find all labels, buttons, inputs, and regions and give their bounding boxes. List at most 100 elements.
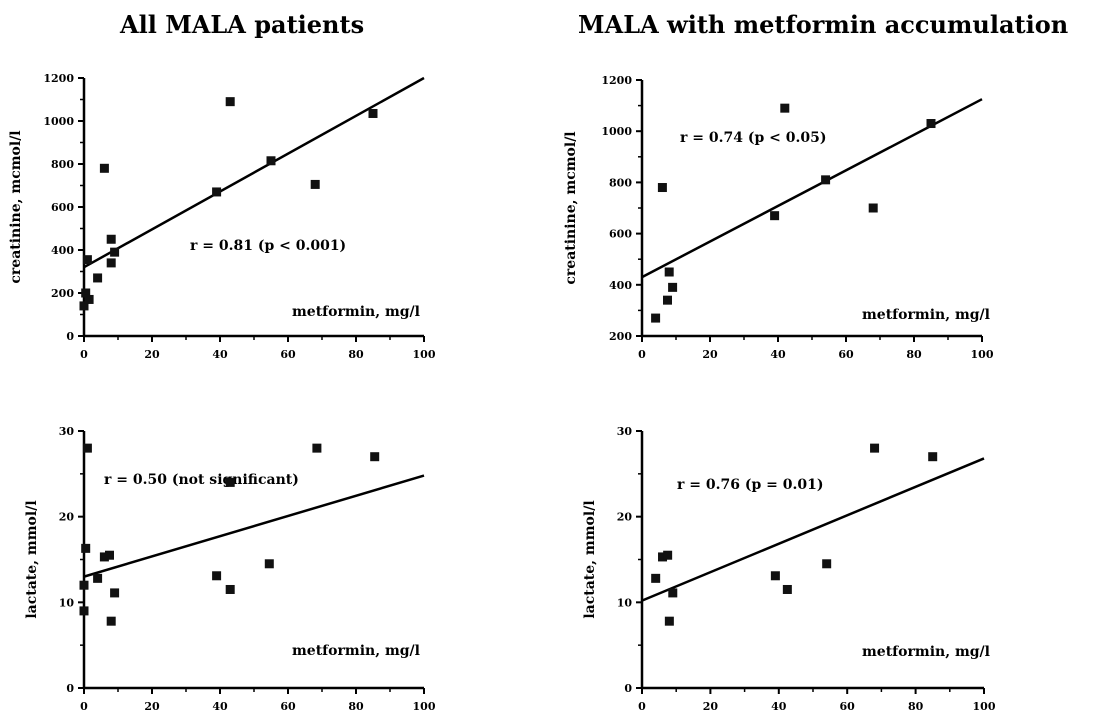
heading-all-mala-patients: All MALA patients (120, 10, 365, 39)
x-tick-label: 20 (703, 700, 719, 713)
data-point (106, 616, 116, 626)
data-point (780, 103, 790, 113)
correlation-annotation: r = 0.81 (p < 0.001) (190, 238, 346, 254)
y-axis-label: creatinine, mcmol/l (563, 131, 579, 284)
data-point (225, 97, 235, 107)
y-tick-label: 1000 (601, 125, 632, 138)
data-point (926, 119, 936, 129)
y-tick-label: 30 (59, 425, 75, 438)
data-point (651, 313, 661, 323)
regression-line (641, 457, 985, 602)
y-tick-label: 400 (51, 244, 74, 257)
x-tick-label: 40 (771, 700, 787, 713)
x-tick-label: 40 (212, 700, 228, 713)
x-tick-label: 0 (638, 700, 646, 713)
data-point (651, 573, 661, 583)
x-tick-label: 0 (80, 348, 88, 361)
data-point (770, 211, 780, 221)
x-tick-label: 0 (80, 700, 88, 713)
y-tick-label: 30 (617, 425, 633, 438)
data-point (225, 477, 235, 487)
y-tick-label: 200 (51, 287, 74, 300)
y-tick-label: 800 (609, 176, 632, 189)
y-tick-label: 600 (609, 228, 632, 241)
data-point (81, 543, 91, 553)
y-tick-label: 1000 (43, 115, 74, 128)
data-point (368, 108, 378, 118)
y-tick-label: 0 (624, 682, 632, 695)
data-point (105, 550, 114, 560)
data-point (212, 571, 222, 581)
x-tick-label: 60 (280, 348, 296, 361)
data-point (668, 588, 678, 598)
data-point (821, 175, 831, 185)
correlation-annotation: r = 0.74 (p < 0.05) (680, 130, 826, 146)
y-axis-label: lactate, mmol/l (582, 500, 598, 618)
data-point (657, 183, 667, 193)
data-point (266, 156, 276, 166)
x-tick-label: 100 (413, 700, 436, 713)
data-point (82, 443, 92, 453)
y-axis-label: creatinine, mcmol/l (8, 130, 24, 283)
x-tick-label: 100 (973, 700, 996, 713)
x-tick-label: 80 (908, 700, 924, 713)
data-point (870, 443, 880, 453)
x-tick-label: 80 (348, 348, 364, 361)
y-tick-label: 20 (617, 511, 633, 524)
regression-line (83, 474, 425, 578)
chart-creatinine-all-patients: 0 20 40 60 80 100020040060080010001200creatin… (8, 72, 436, 361)
y-tick-label: 1200 (43, 72, 74, 85)
data-point (110, 588, 120, 598)
regression-line (641, 98, 983, 279)
x-axis-label: metformin, mg/l (292, 304, 420, 320)
data-point (310, 179, 320, 189)
data-point (668, 282, 678, 292)
chart-creatinine-accumulation: 0 20 40 60 80 100 200 400 600 800 1000 1200 creatini… (563, 74, 994, 361)
y-tick-label: 20 (59, 511, 75, 524)
data-point (99, 552, 109, 562)
x-axis-label: metformin, mg/l (292, 643, 420, 659)
data-point (79, 301, 89, 311)
data-point (110, 247, 120, 257)
data-point (79, 580, 89, 590)
y-tick-label: 400 (609, 279, 632, 292)
x-tick-label: 20 (144, 348, 160, 361)
x-tick-label: 40 (770, 348, 786, 361)
data-point (99, 163, 109, 173)
y-tick-label: 10 (59, 596, 75, 609)
y-tick-label: 800 (51, 158, 74, 171)
data-point (81, 288, 91, 298)
chart-lactate-accumulation: 0 20 40 60 80 100 0 10 20 30 lactate, mmol/l metfor… (582, 425, 996, 713)
data-point (782, 584, 792, 594)
x-tick-label: 20 (144, 700, 160, 713)
correlation-annotation: r = 0.76 (p = 0.01) (677, 477, 823, 493)
data-point (822, 559, 832, 569)
y-axis-label: lactate, mmol/l (24, 500, 40, 618)
x-tick-label: 80 (348, 700, 364, 713)
y-tick-label: 0 (66, 682, 74, 695)
regression-line (83, 76, 425, 269)
data-point (84, 294, 94, 304)
x-tick-label: 20 (702, 348, 718, 361)
y-tick-label: 1200 (601, 74, 632, 87)
data-point (663, 295, 672, 305)
correlation-annotation: r = 0.50 (not significant) (104, 472, 299, 488)
data-point (82, 255, 92, 265)
x-tick-label: 80 (906, 348, 922, 361)
data-point (770, 571, 780, 581)
data-point (264, 559, 274, 569)
data-point (212, 187, 222, 197)
x-tick-label: 60 (838, 348, 854, 361)
data-point (868, 203, 878, 213)
data-point (93, 273, 103, 283)
x-tick-label: 60 (280, 700, 296, 713)
x-tick-label: 0 (638, 348, 646, 361)
data-point (312, 443, 322, 453)
x-axis-label: metformin, mg/l (862, 644, 990, 660)
data-point (370, 452, 380, 462)
x-tick-label: 60 (840, 700, 856, 713)
data-point (664, 267, 674, 277)
y-tick-label: 0 (66, 330, 74, 343)
data-point (928, 452, 938, 462)
data-point (663, 550, 673, 560)
